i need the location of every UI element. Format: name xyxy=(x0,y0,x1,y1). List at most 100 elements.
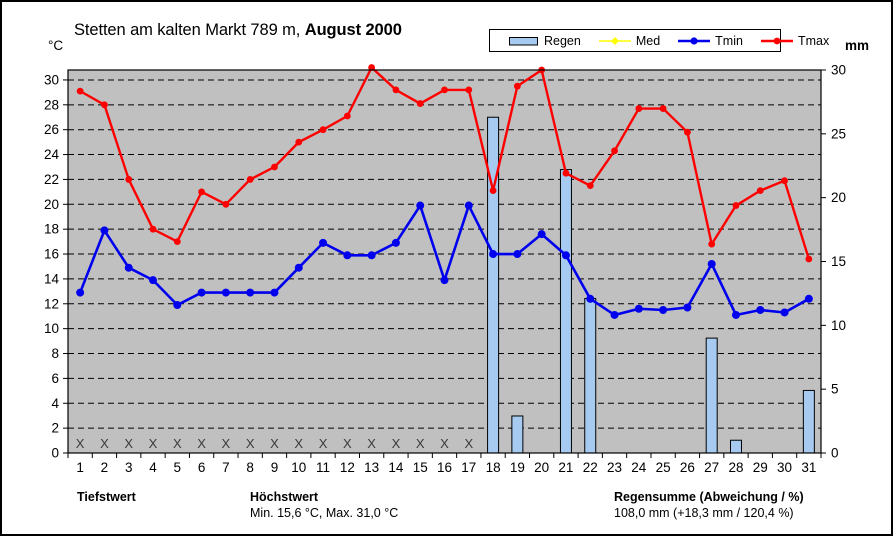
missing-data-x-mark: X xyxy=(100,436,109,451)
left-axis-unit-label: °C xyxy=(48,38,64,53)
x-tick-label: 14 xyxy=(388,460,404,475)
tmin-point xyxy=(634,304,643,313)
x-tick-label: 29 xyxy=(753,460,768,475)
y-left-tick-label: 16 xyxy=(44,247,59,262)
x-tick-label: 4 xyxy=(149,460,157,475)
y-left-tick-label: 10 xyxy=(44,321,59,336)
y-left-tick-label: 28 xyxy=(44,97,59,112)
y-left-tick-label: 20 xyxy=(44,197,59,212)
y-left-tick-label: 14 xyxy=(44,271,60,286)
tmin-point xyxy=(756,305,765,314)
y-left-tick-label: 0 xyxy=(51,446,59,461)
tmin-point xyxy=(659,305,668,314)
missing-data-x-mark: X xyxy=(343,436,352,451)
x-tick-label: 26 xyxy=(680,460,695,475)
y-left-tick-label: 2 xyxy=(51,421,59,436)
footer-hoechstwert: Höchstwert Min. 15,6 °C, Max. 31,0 °C xyxy=(250,489,398,521)
tmin-point xyxy=(319,238,328,247)
y-right-tick-label: 15 xyxy=(831,254,846,269)
tmax-point xyxy=(295,138,303,146)
tmax-point xyxy=(805,255,813,263)
tmin-point xyxy=(391,238,400,247)
tmax-point xyxy=(271,163,278,171)
tmin-point xyxy=(76,288,85,297)
y-left-tick-label: 24 xyxy=(44,147,60,162)
tmin-point xyxy=(513,250,522,259)
rain-bar xyxy=(802,389,815,454)
x-tick-label: 20 xyxy=(534,460,549,475)
tmin-point xyxy=(294,263,303,272)
x-tick-label: 9 xyxy=(271,460,279,475)
y-right-tick-label: 25 xyxy=(831,126,846,141)
missing-data-x-mark: X xyxy=(464,436,473,451)
tmin-point xyxy=(270,288,279,297)
footer-regensumme-title: Regensumme (Abweichung / %) xyxy=(614,490,804,504)
tmin-point xyxy=(197,288,206,297)
y-right-tick-label: 0 xyxy=(831,446,839,461)
footer-tiefstwert: Tiefstwert xyxy=(77,489,136,505)
y-left-tick-label: 18 xyxy=(44,222,59,237)
tmax-point xyxy=(465,86,473,94)
tmax-point xyxy=(149,225,157,233)
x-tick-label: 23 xyxy=(607,460,622,475)
tmin-line xyxy=(76,201,813,319)
x-tick-label: 28 xyxy=(728,460,743,475)
missing-data-x-mark: X xyxy=(246,436,255,451)
missing-data-x-mark: X xyxy=(270,436,279,451)
x-tick-label: 1 xyxy=(76,460,84,475)
tmin-point xyxy=(489,250,498,259)
tmax-line-swatch-icon xyxy=(760,37,793,44)
tmax-point xyxy=(562,169,570,177)
tmin-point xyxy=(707,259,716,268)
missing-data-x-mark: X xyxy=(76,436,85,451)
legend: Regen Med Tmin Tmax xyxy=(489,29,829,52)
x-tick-label: 11 xyxy=(316,460,330,475)
tmax-point xyxy=(392,86,400,94)
missing-data-x-mark: X xyxy=(294,436,303,451)
tmin-point xyxy=(586,294,595,303)
tmax-point xyxy=(684,128,691,136)
tmax-point xyxy=(319,126,327,134)
tmin-point xyxy=(440,276,449,285)
rain-bar xyxy=(729,439,742,454)
footer-tiefstwert-title: Tiefstwert xyxy=(77,490,136,504)
chart-canvas: X X X X X X X X X X X X X X X X X02468101214161820222426… xyxy=(44,63,846,476)
x-tick-label: 12 xyxy=(340,460,355,475)
x-tick-label: 16 xyxy=(437,460,452,475)
tmax-point xyxy=(125,176,133,183)
tmax-point xyxy=(489,187,497,195)
y-left-tick-label: 22 xyxy=(44,172,59,187)
x-tick-label: 31 xyxy=(801,460,816,475)
x-tick-label: 18 xyxy=(486,460,501,475)
y-left-tick-label: 4 xyxy=(51,396,59,411)
tmin-line-swatch-icon xyxy=(678,36,711,45)
x-tick-label: 24 xyxy=(631,460,647,475)
missing-data-x-mark: X xyxy=(149,436,158,451)
x-tick-label: 6 xyxy=(198,460,206,475)
missing-data-x-mark: X xyxy=(173,436,182,451)
tmax-point xyxy=(343,112,351,120)
tmax-point xyxy=(246,176,254,183)
footer-hoechstwert-value: Min. 15,6 °C, Max. 31,0 °C xyxy=(250,506,399,520)
tmin-point xyxy=(221,288,230,297)
plot-background xyxy=(68,70,821,453)
tmax-point xyxy=(368,64,376,71)
tmin-point xyxy=(100,226,109,235)
tmin-point xyxy=(683,303,692,312)
tmin-point xyxy=(246,288,255,297)
rain-bar-swatch-icon xyxy=(509,36,538,45)
x-tick-label: 25 xyxy=(656,460,671,475)
rain-bar xyxy=(559,169,572,454)
tmin-point xyxy=(173,301,182,310)
tmax-point xyxy=(708,240,716,248)
x-tick-label: 30 xyxy=(777,460,792,475)
tmax-point xyxy=(513,82,521,90)
tmin-point xyxy=(124,263,133,272)
page-title: Stetten am kalten Markt 789 m, August 20… xyxy=(74,21,402,40)
x-tick-label: 19 xyxy=(510,460,525,475)
tmax-point xyxy=(635,105,643,112)
y-right-tick-label: 20 xyxy=(831,190,846,205)
rain-bar xyxy=(584,298,597,454)
tmin-point xyxy=(367,251,376,260)
